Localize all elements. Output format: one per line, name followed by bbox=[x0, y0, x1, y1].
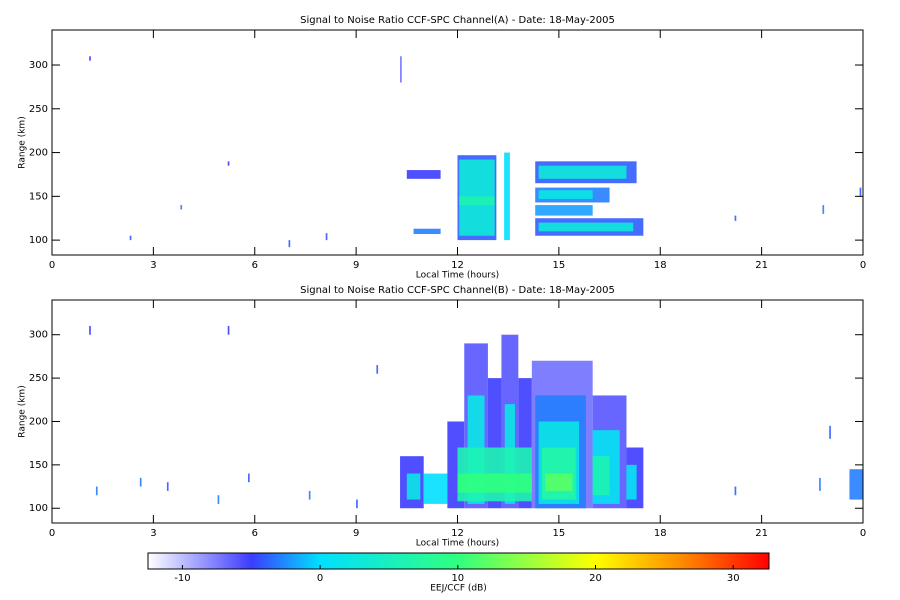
y-tick-label: 250 bbox=[29, 373, 48, 384]
x-tick-label: 6 bbox=[252, 260, 258, 271]
x-tick-label: 15 bbox=[553, 528, 566, 539]
x-tick-label: 0 bbox=[49, 260, 55, 271]
heat-patch bbox=[288, 240, 291, 248]
heat-patch bbox=[139, 477, 142, 487]
x-tick-label: 3 bbox=[150, 528, 156, 539]
heat-patch bbox=[626, 464, 637, 500]
heat-patch bbox=[734, 215, 737, 221]
heat-patch bbox=[166, 482, 169, 491]
heat-patch bbox=[247, 473, 250, 483]
heat-patch bbox=[535, 205, 593, 216]
heat-patch bbox=[819, 477, 821, 491]
colorbar-label: EEJ/CCF (dB) bbox=[430, 584, 487, 594]
y-tick-label: 100 bbox=[29, 235, 48, 246]
x-tick-label: 3 bbox=[150, 260, 156, 271]
x-tick-label: 18 bbox=[654, 528, 667, 539]
x-tick-label: 0 bbox=[860, 528, 866, 539]
y-tick-label: 300 bbox=[29, 60, 48, 71]
heat-patch bbox=[406, 170, 441, 179]
y-tick-label: 250 bbox=[29, 104, 48, 115]
x-tick-label: 15 bbox=[553, 260, 566, 271]
heat-patch bbox=[592, 456, 610, 496]
y-tick-label: 150 bbox=[29, 460, 48, 471]
x-tick-label: 0 bbox=[860, 260, 866, 271]
x-tick-label: 21 bbox=[755, 260, 768, 271]
heat-patch bbox=[376, 365, 379, 374]
x-tick-label: 12 bbox=[451, 260, 464, 271]
heat-patch bbox=[829, 425, 831, 439]
heat-patch bbox=[504, 152, 510, 241]
x-tick-label: 6 bbox=[252, 528, 258, 539]
colorbar-tick-label: -10 bbox=[174, 573, 190, 584]
y-tick-label: 150 bbox=[29, 191, 48, 202]
chart-title: Signal to Noise Ratio CCF-SPC Channel(A)… bbox=[300, 15, 615, 26]
heat-patch bbox=[89, 56, 91, 61]
y-axis-label: Range (km) bbox=[18, 385, 28, 437]
heat-patch bbox=[538, 222, 634, 232]
heat-patch bbox=[538, 165, 627, 179]
x-tick-label: 9 bbox=[353, 260, 359, 271]
x-axis-label: Local Time (hours) bbox=[416, 271, 499, 281]
y-tick-label: 100 bbox=[29, 503, 48, 514]
x-tick-label: 21 bbox=[755, 528, 768, 539]
heat-patch bbox=[217, 495, 220, 504]
colorbar-tick-label: 10 bbox=[451, 573, 464, 584]
heat-patch bbox=[356, 499, 358, 509]
heat-patch bbox=[227, 161, 230, 166]
x-tick-label: 18 bbox=[654, 260, 667, 271]
x-axis-label: Local Time (hours) bbox=[416, 539, 499, 549]
heat-patch bbox=[180, 205, 183, 210]
heat-patch bbox=[859, 187, 862, 197]
heat-patch bbox=[95, 486, 98, 496]
heat-patch bbox=[129, 235, 132, 241]
heat-patch bbox=[822, 205, 825, 214]
heat-patch bbox=[459, 196, 495, 206]
colorbar-tick-label: 20 bbox=[589, 573, 602, 584]
heat-patch bbox=[545, 473, 573, 491]
x-tick-label: 9 bbox=[353, 528, 359, 539]
heat-patch bbox=[423, 473, 448, 504]
heat-patch bbox=[413, 228, 441, 234]
heat-patch bbox=[89, 326, 91, 335]
y-tick-label: 200 bbox=[29, 148, 48, 159]
x-tick-label: 12 bbox=[451, 528, 464, 539]
colorbar bbox=[147, 552, 770, 570]
y-axis-label: Range (km) bbox=[18, 116, 28, 168]
heat-patch bbox=[325, 233, 328, 241]
heat-patch bbox=[308, 490, 311, 500]
heat-patch bbox=[849, 469, 863, 500]
colorbar-tick-label: 0 bbox=[317, 573, 323, 584]
y-tick-label: 300 bbox=[29, 330, 48, 341]
heat-patch bbox=[400, 56, 402, 83]
heat-patch bbox=[227, 326, 230, 335]
y-tick-label: 200 bbox=[29, 416, 48, 427]
heat-patch bbox=[538, 190, 593, 199]
x-tick-label: 0 bbox=[49, 528, 55, 539]
heat-patch bbox=[406, 473, 421, 500]
colorbar-tick-label: 30 bbox=[727, 573, 740, 584]
heat-patch bbox=[734, 486, 737, 496]
chart-title: Signal to Noise Ratio CCF-SPC Channel(B)… bbox=[300, 285, 615, 296]
heat-patch bbox=[457, 473, 532, 493]
